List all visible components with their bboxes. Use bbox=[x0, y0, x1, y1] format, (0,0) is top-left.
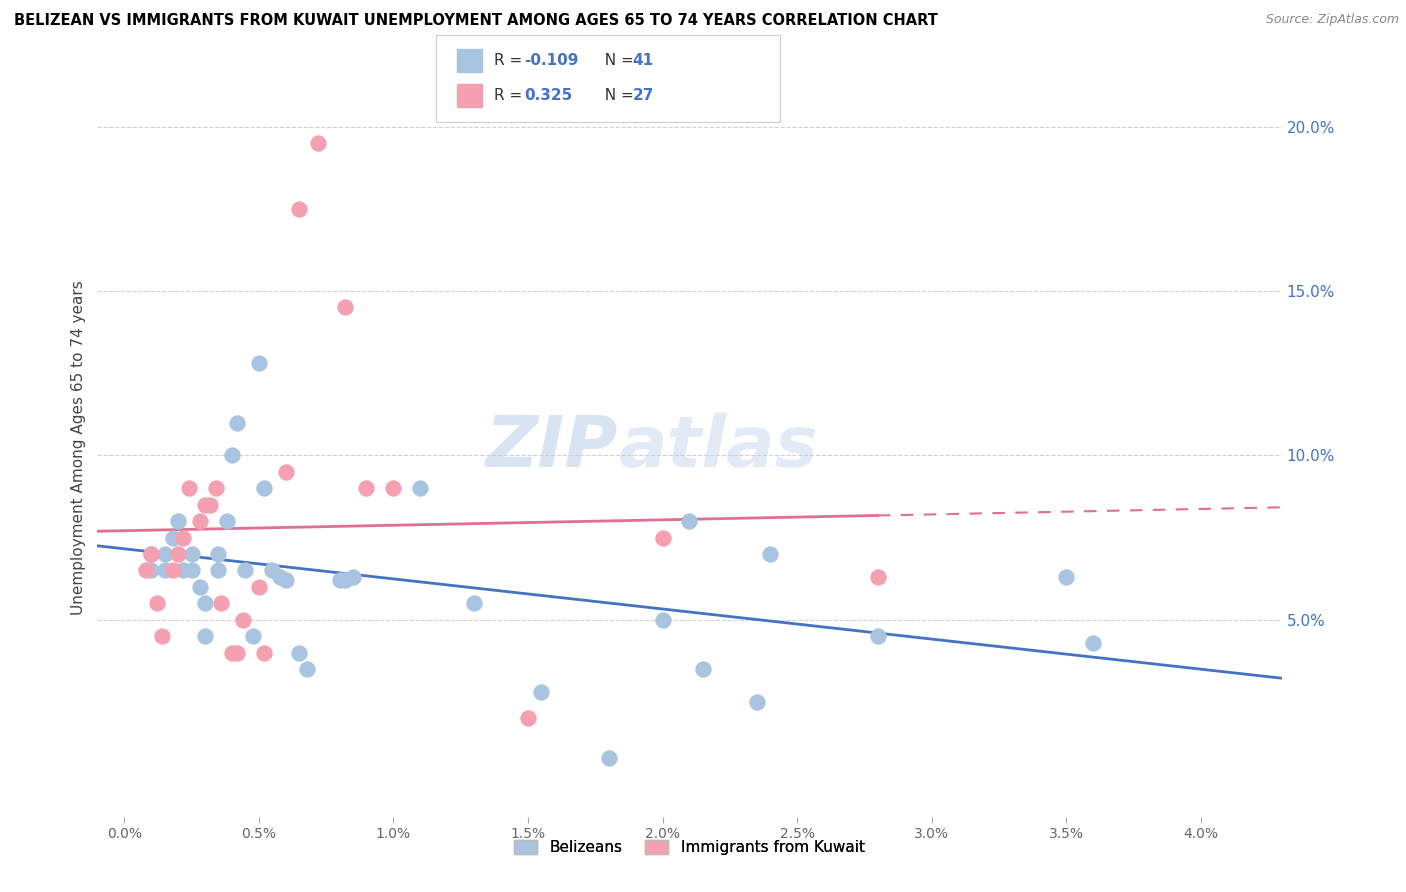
Text: N =: N = bbox=[595, 54, 638, 68]
Point bbox=[598, 750, 620, 764]
Point bbox=[297, 662, 319, 676]
Point bbox=[207, 547, 229, 561]
Point bbox=[180, 563, 202, 577]
Point bbox=[274, 465, 297, 479]
Text: R =: R = bbox=[494, 54, 527, 68]
Point bbox=[678, 514, 700, 528]
Point bbox=[188, 514, 211, 528]
Point bbox=[141, 563, 163, 577]
Text: 27: 27 bbox=[633, 87, 654, 103]
Point bbox=[692, 662, 714, 676]
Point bbox=[215, 514, 238, 528]
Point bbox=[153, 547, 176, 561]
Point bbox=[135, 563, 157, 577]
Point bbox=[651, 531, 673, 545]
Point bbox=[150, 629, 173, 643]
Point bbox=[333, 574, 356, 588]
Point bbox=[162, 531, 184, 545]
Point bbox=[209, 596, 232, 610]
Point bbox=[409, 481, 432, 495]
Point bbox=[1054, 570, 1077, 584]
Point bbox=[226, 416, 249, 430]
Point bbox=[530, 685, 553, 699]
Point bbox=[141, 547, 163, 561]
Point bbox=[194, 629, 217, 643]
Point bbox=[1081, 636, 1104, 650]
Point bbox=[172, 563, 194, 577]
Point bbox=[242, 629, 264, 643]
Text: -0.109: -0.109 bbox=[524, 54, 579, 68]
Point bbox=[866, 629, 889, 643]
Point bbox=[866, 570, 889, 584]
Point bbox=[221, 449, 243, 463]
Point bbox=[329, 574, 352, 588]
Point bbox=[333, 301, 356, 315]
Point bbox=[651, 613, 673, 627]
Point bbox=[356, 481, 378, 495]
Point bbox=[382, 481, 405, 495]
Legend: Belizeans, Immigrants from Kuwait: Belizeans, Immigrants from Kuwait bbox=[508, 834, 870, 861]
Point bbox=[253, 481, 276, 495]
Point bbox=[226, 646, 249, 660]
Point bbox=[288, 646, 311, 660]
Point bbox=[153, 563, 176, 577]
Point bbox=[207, 563, 229, 577]
Text: Source: ZipAtlas.com: Source: ZipAtlas.com bbox=[1265, 13, 1399, 27]
Point bbox=[221, 646, 243, 660]
Point bbox=[247, 356, 270, 370]
Point bbox=[463, 596, 485, 610]
Point bbox=[141, 547, 163, 561]
Point bbox=[194, 498, 217, 512]
Text: atlas: atlas bbox=[619, 413, 818, 482]
Point bbox=[177, 481, 200, 495]
Point bbox=[188, 580, 211, 594]
Y-axis label: Unemployment Among Ages 65 to 74 years: Unemployment Among Ages 65 to 74 years bbox=[72, 280, 86, 615]
Point bbox=[342, 570, 364, 584]
Point bbox=[167, 547, 190, 561]
Point bbox=[167, 514, 190, 528]
Point bbox=[307, 136, 329, 151]
Point bbox=[235, 563, 257, 577]
Point bbox=[745, 695, 768, 709]
Text: R =: R = bbox=[494, 87, 527, 103]
Point bbox=[517, 711, 540, 725]
Text: ZIP: ZIP bbox=[486, 413, 619, 482]
Point bbox=[274, 574, 297, 588]
Point bbox=[145, 596, 167, 610]
Point bbox=[253, 646, 276, 660]
Point bbox=[269, 570, 291, 584]
Point bbox=[204, 481, 226, 495]
Point bbox=[232, 613, 254, 627]
Text: 0.325: 0.325 bbox=[524, 87, 572, 103]
Text: 41: 41 bbox=[633, 54, 654, 68]
Point bbox=[172, 531, 194, 545]
Point bbox=[162, 563, 184, 577]
Point bbox=[247, 580, 270, 594]
Point bbox=[262, 563, 284, 577]
Point bbox=[288, 202, 311, 216]
Point bbox=[759, 547, 782, 561]
Text: BELIZEAN VS IMMIGRANTS FROM KUWAIT UNEMPLOYMENT AMONG AGES 65 TO 74 YEARS CORREL: BELIZEAN VS IMMIGRANTS FROM KUWAIT UNEMP… bbox=[14, 13, 938, 29]
Point bbox=[180, 547, 202, 561]
Point bbox=[200, 498, 222, 512]
Point bbox=[194, 596, 217, 610]
Text: N =: N = bbox=[595, 87, 638, 103]
